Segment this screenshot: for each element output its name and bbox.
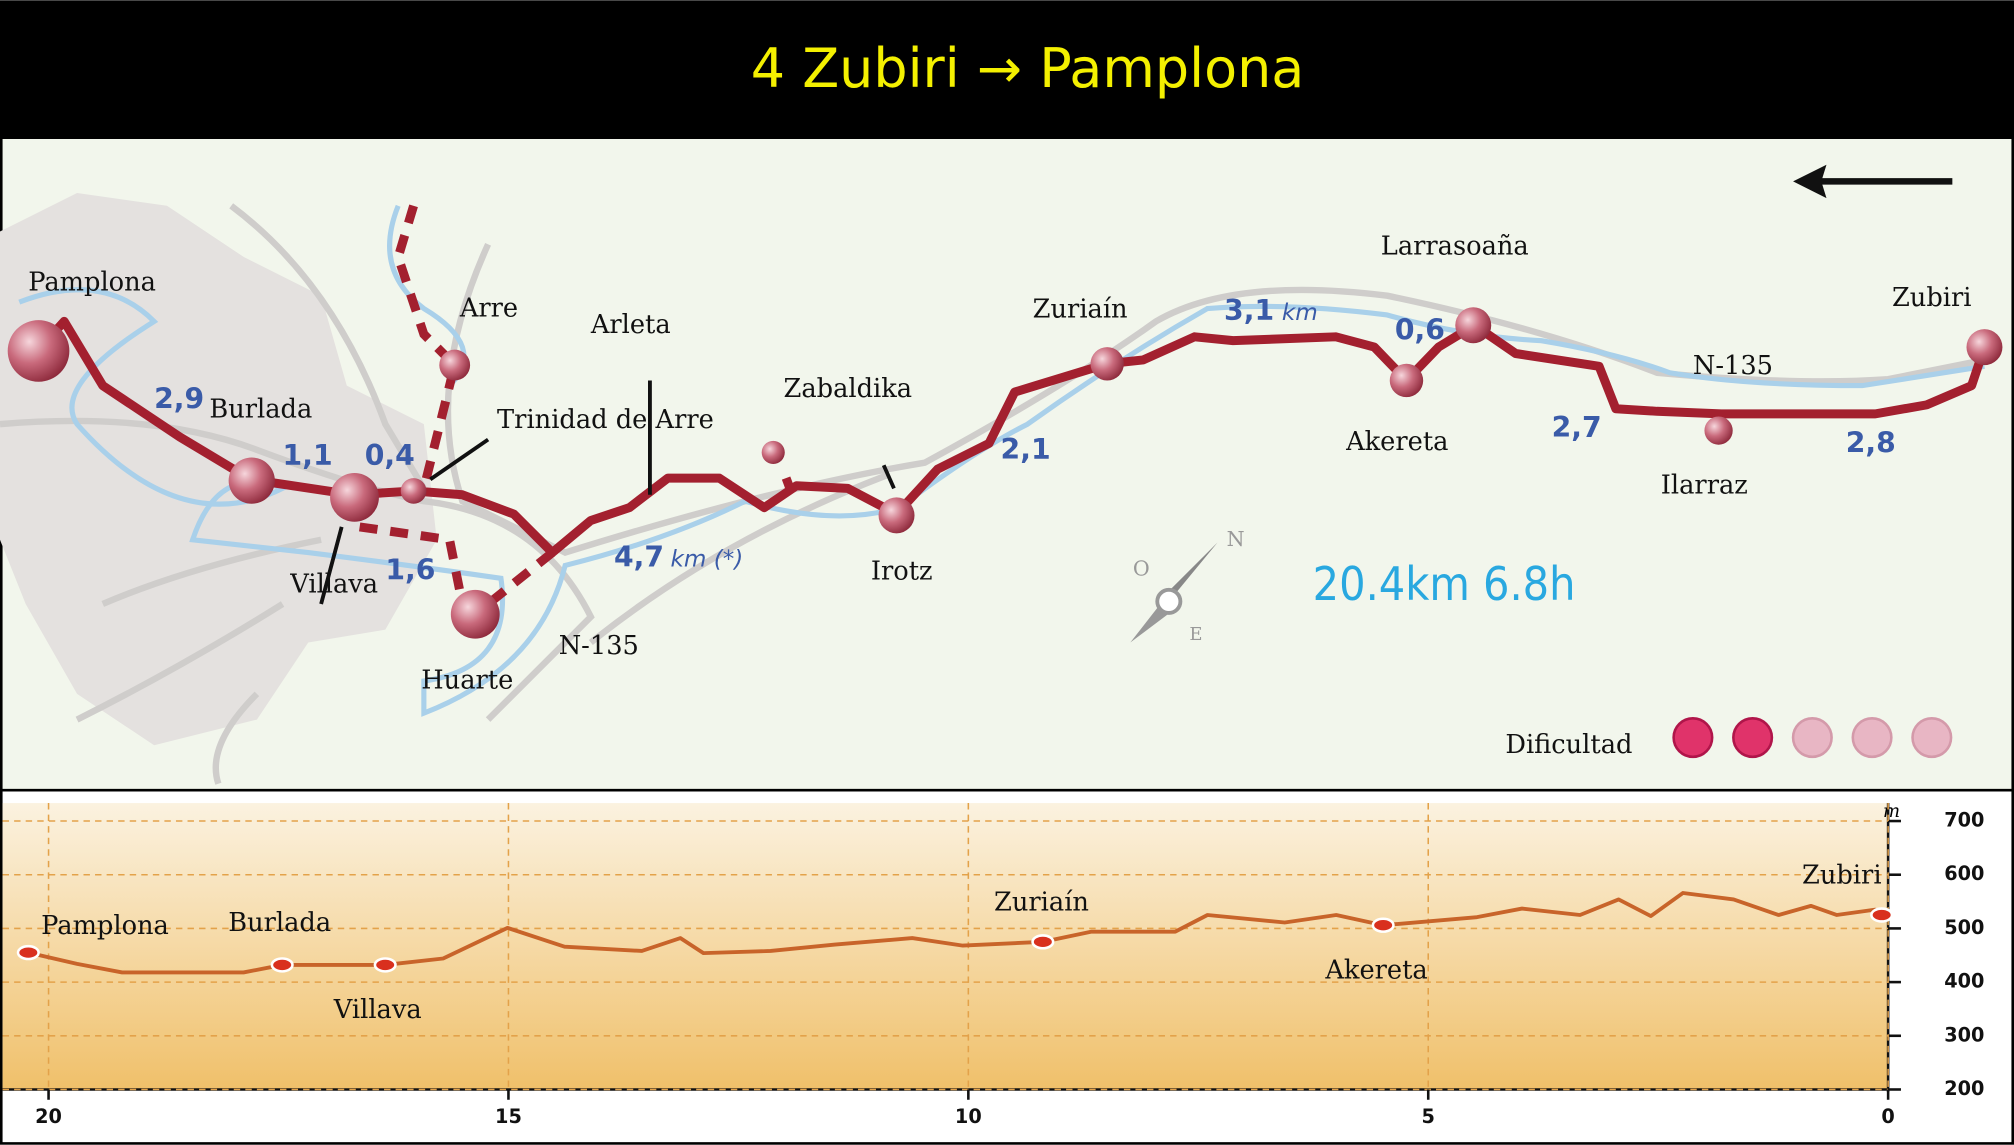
- place-label: Huarte: [421, 666, 513, 696]
- difficulty-label: Dificultad: [1505, 730, 1632, 760]
- place-label: Zuriaín: [1033, 295, 1128, 325]
- y-tick-label: 300: [1944, 1023, 1984, 1046]
- place-label: Burlada: [209, 395, 312, 425]
- place-label: Akereta: [1324, 955, 1427, 985]
- difficulty-shell: [1732, 716, 1774, 759]
- difficulty-shell: [1911, 716, 1953, 759]
- distance: 1,6: [385, 554, 435, 587]
- places: [7, 307, 2003, 639]
- svg-text:N: N: [1227, 527, 1245, 551]
- place-label: Burlada: [228, 908, 331, 938]
- x-tick-label: 0: [1881, 1105, 1894, 1128]
- summary: 20.4km 6.8h: [1313, 557, 1576, 611]
- place-label: Zabaldika: [784, 374, 913, 404]
- distance: 3,1: [1224, 294, 1274, 327]
- place-marker: [270, 957, 294, 973]
- place-label: Trinidad de Arre: [497, 405, 714, 435]
- difficulty-shell: [1851, 716, 1893, 759]
- place-marker: [1031, 934, 1055, 950]
- unit: km (*): [670, 547, 743, 573]
- place-label: Akereta: [1345, 427, 1448, 457]
- x-tick-label: 20: [35, 1105, 62, 1128]
- distance: 2,8: [1846, 426, 1896, 459]
- road-label: N-135: [559, 631, 639, 661]
- place-label: Zubiri: [1802, 860, 1882, 890]
- road-label: N-135: [1693, 351, 1773, 381]
- place-label: Larrasoaña: [1381, 232, 1529, 262]
- route: [34, 316, 1989, 558]
- place-label: Arre: [459, 293, 518, 323]
- distance: 2,9: [154, 383, 204, 416]
- place-marker: [1870, 907, 1894, 923]
- roads: [0, 203, 1986, 785]
- difficulty-shell: [1672, 716, 1714, 759]
- title: 4 Zubiri → Pamplona: [751, 37, 1305, 100]
- distance: 0,6: [1395, 313, 1445, 346]
- x-tick-label: 5: [1422, 1105, 1435, 1128]
- elevation-line: [27, 891, 1883, 975]
- x-tick-label: 10: [955, 1105, 982, 1128]
- distance: 2,1: [1001, 433, 1051, 466]
- elevation-profile: m 200 300 400 500 600 700 20 15 10 5 0 Pamplona Burl…: [0, 788, 2014, 1145]
- svg-text:O: O: [1133, 557, 1150, 581]
- y-tick-label: 700: [1944, 809, 1984, 832]
- place-label: Irotz: [871, 557, 933, 587]
- place-label: Ilarraz: [1661, 471, 1748, 501]
- place-label: Zubiri: [1892, 283, 1972, 313]
- place-marker: [373, 957, 397, 973]
- map: Pamplona Burlada Villava Trinidad de Arr…: [0, 136, 2014, 792]
- place-label: Villava: [333, 995, 422, 1025]
- distance: 0,4: [365, 439, 415, 472]
- distance: 4,7: [614, 541, 664, 574]
- place-marker: [16, 944, 40, 961]
- profile-background: [2, 803, 1889, 1090]
- urban-area: [0, 192, 437, 746]
- difficulty-shells: [1672, 716, 1953, 759]
- place-label: Pamplona: [41, 911, 169, 941]
- y-tick-label: 200: [1944, 1077, 1984, 1100]
- svg-text:E: E: [1189, 624, 1202, 645]
- direction-arrow: [1793, 164, 1953, 199]
- distance: 1,1: [283, 439, 333, 472]
- place-marker: [1371, 917, 1395, 933]
- place-label: Arleta: [590, 310, 671, 340]
- y-tick-label: 500: [1944, 916, 1984, 939]
- difficulty-shell: [1791, 716, 1833, 759]
- distance: 2,7: [1552, 411, 1602, 444]
- place-label: Villava: [289, 569, 378, 599]
- compass: N O E: [1130, 527, 1245, 645]
- y-tick-label: 600: [1944, 862, 1984, 885]
- place-label: Zuriaín: [994, 887, 1089, 917]
- leader-lines: [319, 380, 896, 605]
- x-tick-label: 15: [495, 1105, 522, 1128]
- y-tick-label: 400: [1944, 970, 1984, 993]
- place-label: Pamplona: [28, 268, 156, 298]
- unit: km: [1282, 300, 1318, 326]
- y-axis-unit: m: [1883, 801, 1900, 822]
- title-bar: [0, 0, 2014, 138]
